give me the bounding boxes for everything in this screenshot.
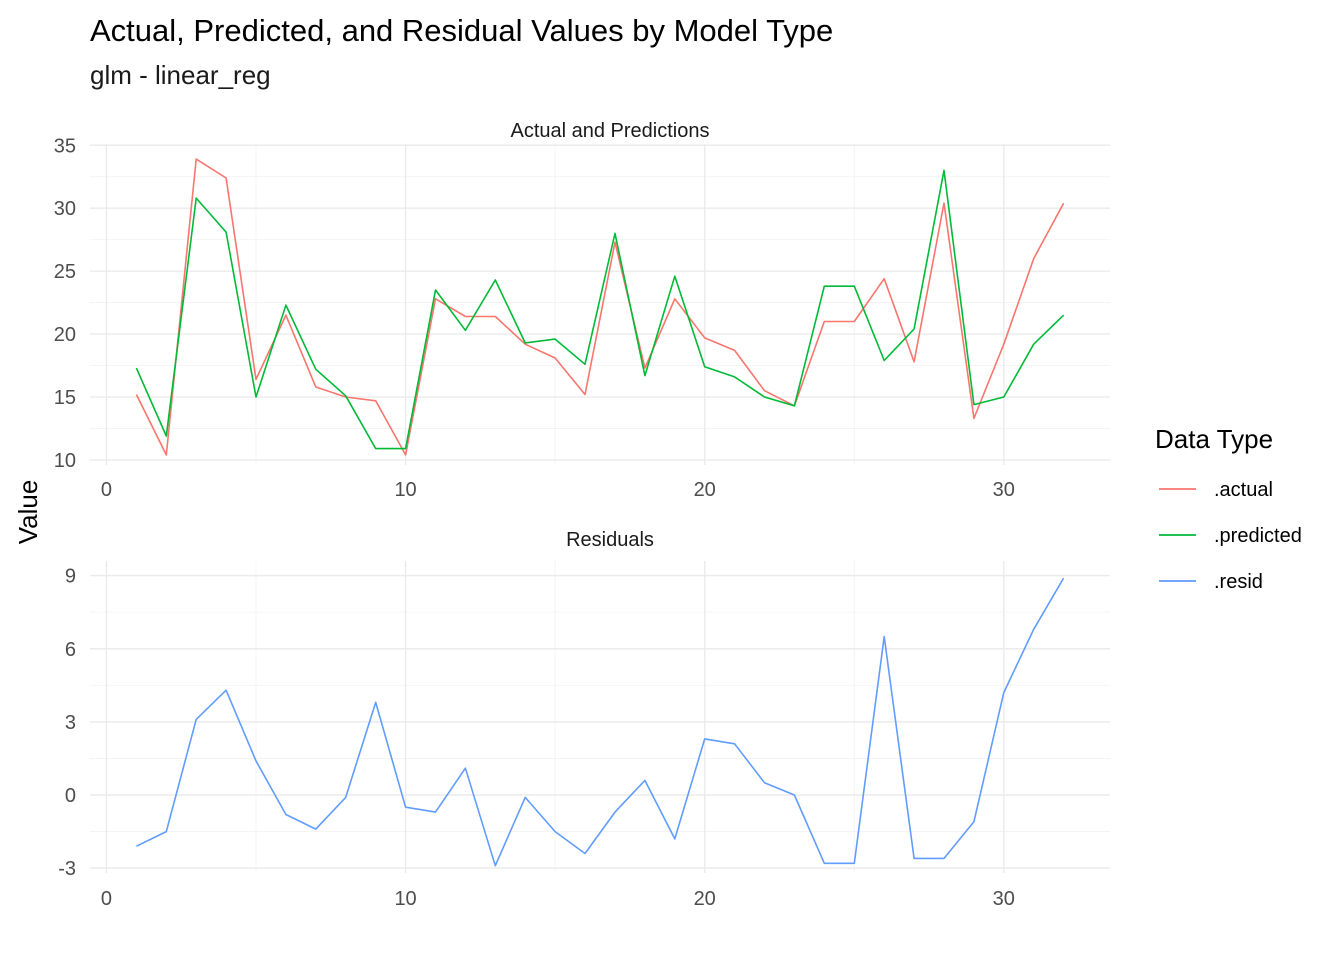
y-tick-label: 6 [65,639,76,661]
y-tick-label: 30 [54,198,76,220]
y-tick-label: 15 [54,387,76,409]
panel-strip-label: Residuals [566,529,654,551]
legend-label: .predicted [1214,525,1302,547]
x-tick-label: 30 [993,479,1015,501]
y-tick-label: -3 [58,858,76,880]
series-line-predicted [135,169,1065,450]
y-tick-label: 3 [65,712,76,734]
chart-title: Actual, Predicted, and Residual Values b… [90,13,833,48]
panel-strip-label: Actual and Predictions [510,120,709,142]
series-line-resid [136,577,1065,867]
x-tick-label: 0 [101,479,112,501]
y-tick-label: 25 [54,261,76,283]
x-tick-label: 30 [993,888,1015,910]
series-line-actual [135,158,1065,456]
y-axis-label: Value [13,480,43,545]
x-tick-label: 20 [694,479,716,501]
y-tick-label: 0 [65,785,76,807]
legend-label: .resid [1214,571,1263,593]
legend-label: .actual [1214,479,1273,501]
x-tick-label: 10 [394,479,416,501]
y-tick-label: 9 [65,566,76,588]
x-tick-label: 20 [694,888,716,910]
x-tick-label: 10 [394,888,416,910]
legend-title: Data Type [1155,424,1273,454]
x-tick-label: 0 [101,888,112,910]
y-tick-label: 10 [54,450,76,472]
chart-subtitle: glm - linear_reg [90,60,271,90]
y-tick-label: 20 [54,324,76,346]
y-tick-label: 35 [54,135,76,157]
